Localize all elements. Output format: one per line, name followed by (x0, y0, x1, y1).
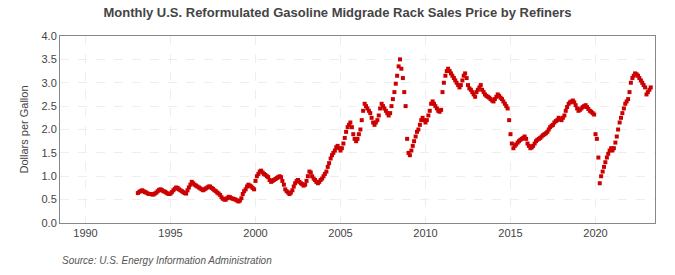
svg-text:2.5: 2.5 (42, 100, 57, 112)
svg-text:1995: 1995 (158, 227, 182, 239)
svg-text:1990: 1990 (73, 227, 97, 239)
svg-text:Source: U.S. Energy Informatio: Source: U.S. Energy Information Administ… (62, 255, 272, 266)
svg-text:Monthly U.S. Reformulated Gaso: Monthly U.S. Reformulated Gasoline Midgr… (103, 5, 571, 20)
svg-text:3.5: 3.5 (42, 53, 57, 65)
svg-text:2000: 2000 (243, 227, 267, 239)
svg-text:3.0: 3.0 (42, 77, 57, 89)
svg-text:2005: 2005 (328, 227, 352, 239)
svg-text:0.0: 0.0 (42, 217, 57, 229)
svg-text:2010: 2010 (413, 227, 437, 239)
svg-text:1.0: 1.0 (42, 170, 57, 182)
svg-text:1.5: 1.5 (42, 147, 57, 159)
svg-text:Dollars per Gallon: Dollars per Gallon (18, 85, 30, 173)
svg-text:4.0: 4.0 (42, 30, 57, 42)
svg-text:0.5: 0.5 (42, 193, 57, 205)
svg-text:2015: 2015 (498, 227, 522, 239)
svg-text:2020: 2020 (583, 227, 607, 239)
svg-text:2.0: 2.0 (42, 123, 57, 135)
